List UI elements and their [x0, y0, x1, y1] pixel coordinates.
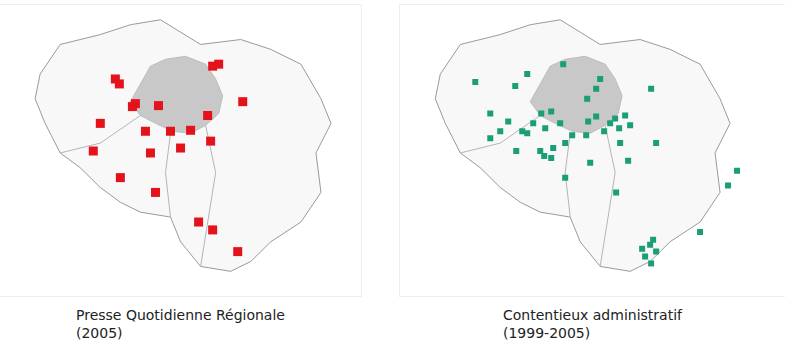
svg-text:Contentieux administratif(1999: Contentieux administratif(1999-2005): [503, 307, 683, 341]
svg-text:Presse Quotidienne Régionale(2: Presse Quotidienne Régionale(2005): [76, 307, 285, 341]
